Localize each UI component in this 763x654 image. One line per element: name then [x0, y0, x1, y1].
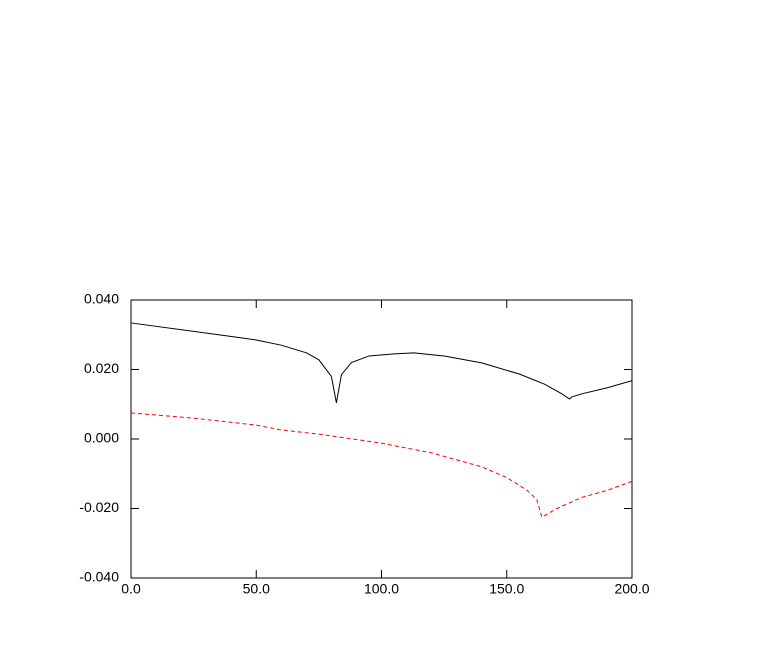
- y-tick-label: 0.000: [84, 430, 119, 446]
- x-tick-label: 200.0: [614, 581, 649, 597]
- y-tick-label: -0.020: [79, 499, 119, 515]
- series-line: [130, 412, 633, 518]
- x-tick-label: 50.0: [243, 581, 270, 597]
- plot-frame: [130, 299, 633, 579]
- x-tick-label: 150.0: [489, 581, 524, 597]
- y-tick-label: 0.040: [84, 291, 119, 307]
- x-tick-label: 100.0: [364, 581, 399, 597]
- y-tick-label: 0.020: [84, 360, 119, 376]
- series-line: [130, 322, 633, 403]
- y-tick-label: -0.040: [79, 569, 119, 585]
- x-tick-label: 0.0: [121, 581, 141, 597]
